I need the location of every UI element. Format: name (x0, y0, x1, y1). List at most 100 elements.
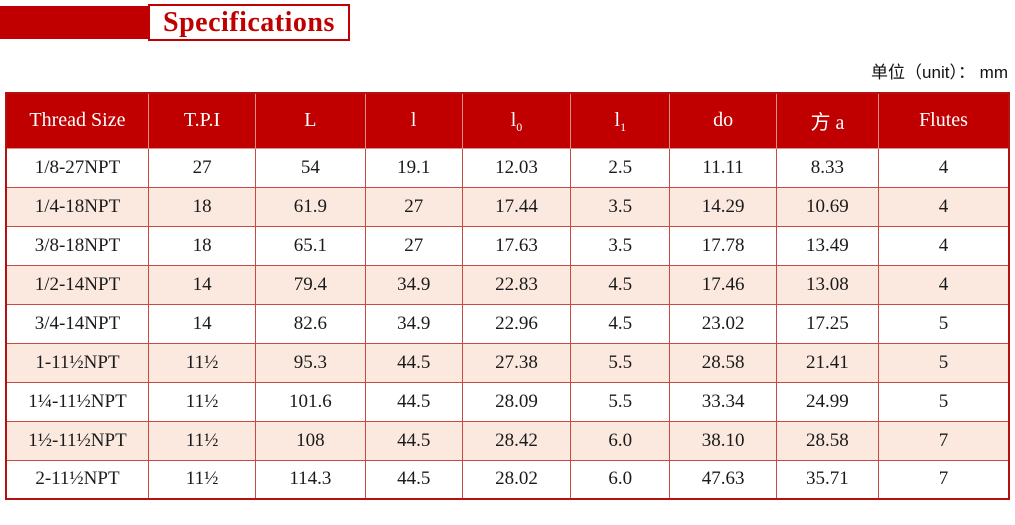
cell-thread-size: 3/4-14NPT (5, 303, 149, 344)
cell-do: 11.11 (669, 147, 777, 188)
table-row: 1-11½NPT 11½ 95.3 44.5 27.38 5.5 28.58 21.41 5 (5, 342, 1010, 383)
table-row: 2-11½NPT 11½ 114.3 44.5 28.02 6.0 47.63 35.71 7 (5, 459, 1010, 500)
page-title: Specifications (148, 4, 350, 41)
cell-fang-a: 13.08 (775, 264, 880, 305)
table-row: 3/8-18NPT 18 65.1 27 17.63 3.5 17.78 13.49 4 (5, 225, 1010, 266)
cell-L: 95.3 (255, 342, 366, 383)
title-red-block (0, 6, 148, 39)
cell-l0: 17.44 (461, 186, 572, 227)
column-header-fang-a: 方 a (775, 92, 880, 149)
spec-sheet-page: Specifications 单位（unit）： mm Thread Size T… (0, 4, 1015, 500)
cell-flutes: 4 (878, 264, 1010, 305)
cell-L: 101.6 (255, 381, 366, 422)
cell-thread-size: 1¼-11½NPT (5, 381, 149, 422)
cell-fang-a: 35.71 (775, 459, 880, 500)
cell-flutes: 5 (878, 381, 1010, 422)
cell-l0: 22.96 (461, 303, 572, 344)
column-header-tpi: T.P.I (147, 92, 257, 149)
cell-l1: 3.5 (570, 186, 671, 227)
cell-l1: 5.5 (570, 381, 671, 422)
cell-flutes: 4 (878, 186, 1010, 227)
cell-l: 44.5 (364, 459, 463, 500)
cell-flutes: 7 (878, 420, 1010, 461)
cell-l0: 12.03 (461, 147, 572, 188)
cell-l1: 6.0 (570, 459, 671, 500)
cell-tpi: 11½ (147, 420, 257, 461)
cell-do: 17.46 (669, 264, 777, 305)
cell-l0: 22.83 (461, 264, 572, 305)
cell-thread-size: 1/2-14NPT (5, 264, 149, 305)
cell-do: 14.29 (669, 186, 777, 227)
cell-do: 33.34 (669, 381, 777, 422)
cell-flutes: 5 (878, 303, 1010, 344)
cell-L: 82.6 (255, 303, 366, 344)
cell-flutes: 4 (878, 225, 1010, 266)
cell-fang-a: 24.99 (775, 381, 880, 422)
cell-fang-a: 28.58 (775, 420, 880, 461)
cell-tpi: 11½ (147, 342, 257, 383)
cell-fang-a: 13.49 (775, 225, 880, 266)
cell-l: 27 (364, 225, 463, 266)
table-row: 1½-11½NPT 11½ 108 44.5 28.42 6.0 38.10 28.58 7 (5, 420, 1010, 461)
cell-l1: 3.5 (570, 225, 671, 266)
column-header-thread-size: Thread Size (5, 92, 149, 149)
cell-tpi: 14 (147, 264, 257, 305)
cell-l: 44.5 (364, 342, 463, 383)
cell-l: 44.5 (364, 381, 463, 422)
table-row: 1/4-18NPT 18 61.9 27 17.44 3.5 14.29 10.69 4 (5, 186, 1010, 227)
cell-fang-a: 10.69 (775, 186, 880, 227)
cell-fang-a: 8.33 (775, 147, 880, 188)
cell-do: 38.10 (669, 420, 777, 461)
table-row: 1/2-14NPT 14 79.4 34.9 22.83 4.5 17.46 13.08 4 (5, 264, 1010, 305)
cell-l0: 17.63 (461, 225, 572, 266)
cell-tpi: 11½ (147, 459, 257, 500)
table-row: 3/4-14NPT 14 82.6 34.9 22.96 4.5 23.02 17.25 5 (5, 303, 1010, 344)
cell-L: 61.9 (255, 186, 366, 227)
cell-l: 44.5 (364, 420, 463, 461)
column-header-do: do (669, 92, 777, 149)
cell-l1: 5.5 (570, 342, 671, 383)
column-header-l1: l1 (570, 92, 671, 149)
cell-l0: 28.09 (461, 381, 572, 422)
cell-l1: 2.5 (570, 147, 671, 188)
column-header-l: l (364, 92, 463, 149)
cell-L: 54 (255, 147, 366, 188)
cell-l0: 28.42 (461, 420, 572, 461)
cell-tpi: 11½ (147, 381, 257, 422)
cell-l1: 4.5 (570, 303, 671, 344)
cell-do: 17.78 (669, 225, 777, 266)
cell-l1: 6.0 (570, 420, 671, 461)
cell-flutes: 7 (878, 459, 1010, 500)
cell-thread-size: 1/4-18NPT (5, 186, 149, 227)
column-header-L: L (255, 92, 366, 149)
cell-do: 47.63 (669, 459, 777, 500)
cell-flutes: 4 (878, 147, 1010, 188)
cell-L: 79.4 (255, 264, 366, 305)
cell-l1: 4.5 (570, 264, 671, 305)
cell-thread-size: 1½-11½NPT (5, 420, 149, 461)
cell-l: 34.9 (364, 303, 463, 344)
cell-fang-a: 17.25 (775, 303, 880, 344)
unit-label: 单位（unit）： mm (871, 63, 1008, 82)
cell-tpi: 14 (147, 303, 257, 344)
cell-l: 27 (364, 186, 463, 227)
cell-l0: 28.02 (461, 459, 572, 500)
cell-thread-size: 3/8-18NPT (5, 225, 149, 266)
column-header-l0: l0 (461, 92, 572, 149)
cell-L: 65.1 (255, 225, 366, 266)
cell-do: 23.02 (669, 303, 777, 344)
cell-l: 19.1 (364, 147, 463, 188)
cell-do: 28.58 (669, 342, 777, 383)
cell-L: 114.3 (255, 459, 366, 500)
cell-thread-size: 1-11½NPT (5, 342, 149, 383)
cell-l: 34.9 (364, 264, 463, 305)
cell-thread-size: 2-11½NPT (5, 459, 149, 500)
page-title-text: Specifications (163, 6, 335, 38)
cell-L: 108 (255, 420, 366, 461)
cell-tpi: 18 (147, 186, 257, 227)
cell-tpi: 27 (147, 147, 257, 188)
cell-tpi: 18 (147, 225, 257, 266)
table-row: 1¼-11½NPT 11½ 101.6 44.5 28.09 5.5 33.34 24.99 5 (5, 381, 1010, 422)
